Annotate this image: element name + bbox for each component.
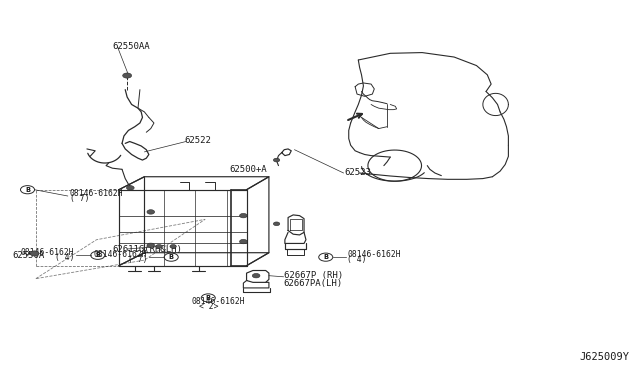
Text: 62500+A: 62500+A bbox=[229, 165, 267, 174]
Circle shape bbox=[239, 214, 247, 218]
Text: 08146-6162H: 08146-6162H bbox=[348, 250, 401, 259]
Circle shape bbox=[273, 222, 280, 226]
Text: 62522: 62522 bbox=[184, 136, 211, 145]
Circle shape bbox=[127, 186, 134, 190]
Text: J625009Y: J625009Y bbox=[580, 352, 630, 362]
Text: 08146-6162H: 08146-6162H bbox=[94, 250, 148, 259]
Text: 62523: 62523 bbox=[344, 168, 371, 177]
Circle shape bbox=[252, 273, 260, 278]
Circle shape bbox=[239, 239, 247, 244]
Text: B: B bbox=[169, 254, 173, 260]
Text: < 2>: < 2> bbox=[198, 302, 218, 311]
Text: 08146-6162H: 08146-6162H bbox=[20, 248, 74, 257]
Text: 08146-6162H: 08146-6162H bbox=[191, 297, 244, 306]
Text: ( 4): ( 4) bbox=[54, 253, 74, 262]
Circle shape bbox=[147, 210, 155, 214]
Text: B: B bbox=[95, 252, 100, 258]
Text: B: B bbox=[205, 295, 211, 301]
Text: B: B bbox=[323, 254, 328, 260]
Circle shape bbox=[30, 251, 39, 256]
Text: 62550AA: 62550AA bbox=[113, 42, 150, 51]
Text: 08146-6162H: 08146-6162H bbox=[70, 189, 124, 198]
Text: 62667P (RH): 62667P (RH) bbox=[284, 271, 343, 280]
Circle shape bbox=[147, 243, 155, 247]
Text: 62611G(RH&LH): 62611G(RH&LH) bbox=[113, 245, 182, 254]
Text: 62550A: 62550A bbox=[12, 251, 44, 260]
Text: B: B bbox=[25, 187, 30, 193]
Circle shape bbox=[123, 73, 132, 78]
Text: 62667PA(LH): 62667PA(LH) bbox=[284, 279, 343, 288]
Circle shape bbox=[156, 244, 163, 248]
Text: ( 7): ( 7) bbox=[70, 194, 89, 203]
Circle shape bbox=[273, 158, 280, 162]
Text: ( 7): ( 7) bbox=[128, 255, 148, 264]
Circle shape bbox=[170, 244, 176, 248]
Text: ( 4): ( 4) bbox=[348, 255, 367, 264]
